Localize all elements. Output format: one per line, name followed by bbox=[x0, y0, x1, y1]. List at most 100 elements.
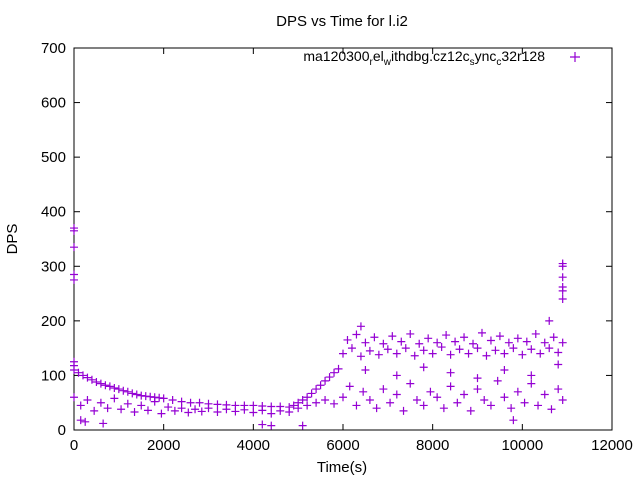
data-point bbox=[554, 385, 563, 394]
legend-label-part: s bbox=[470, 57, 475, 68]
data-point bbox=[70, 226, 78, 235]
data-point bbox=[70, 275, 78, 284]
data-point bbox=[482, 351, 491, 360]
data-point bbox=[361, 365, 370, 374]
data-point bbox=[469, 339, 478, 348]
data-point bbox=[545, 316, 554, 325]
legend-label-part: ithdbg.cz12c bbox=[391, 48, 470, 64]
data-point bbox=[451, 337, 460, 346]
data-point bbox=[74, 368, 83, 377]
data-point bbox=[464, 349, 473, 358]
data-point bbox=[531, 329, 540, 338]
data-point bbox=[558, 262, 567, 271]
data-point bbox=[426, 387, 435, 396]
data-point bbox=[495, 332, 504, 341]
data-point bbox=[159, 394, 168, 403]
data-point bbox=[276, 406, 285, 415]
data-point bbox=[267, 402, 276, 411]
data-point bbox=[370, 333, 379, 342]
data-point bbox=[558, 273, 567, 282]
y-tick-label: 200 bbox=[41, 313, 66, 330]
data-point bbox=[76, 416, 85, 425]
data-point bbox=[554, 348, 563, 357]
x-tick-label: 6000 bbox=[326, 437, 359, 454]
data-point bbox=[87, 375, 96, 384]
data-point bbox=[267, 409, 276, 418]
data-point bbox=[419, 363, 428, 372]
data-point bbox=[321, 376, 330, 385]
data-point bbox=[473, 344, 482, 353]
x-axis-label: Time(s) bbox=[317, 459, 367, 476]
data-point bbox=[549, 333, 558, 342]
legend-label-part: 32r128 bbox=[501, 48, 545, 64]
data-point bbox=[365, 346, 374, 355]
data-point bbox=[439, 404, 448, 413]
y-tick-label: 500 bbox=[41, 149, 66, 166]
data-point bbox=[527, 379, 536, 388]
data-point bbox=[70, 393, 78, 402]
data-point bbox=[477, 328, 486, 337]
data-point bbox=[507, 404, 516, 413]
data-point bbox=[446, 350, 455, 359]
data-point bbox=[90, 406, 99, 415]
series-points bbox=[70, 224, 567, 430]
data-point bbox=[509, 344, 518, 353]
y-tick-label: 600 bbox=[41, 95, 66, 112]
data-point bbox=[191, 405, 200, 414]
data-point bbox=[356, 322, 365, 331]
data-point bbox=[92, 377, 101, 386]
data-point bbox=[83, 373, 92, 382]
x-tick-label: 2000 bbox=[147, 437, 180, 454]
data-point bbox=[334, 364, 343, 373]
data-point bbox=[412, 395, 421, 404]
legend-label-part: r bbox=[370, 57, 374, 68]
data-point bbox=[132, 390, 141, 399]
data-point bbox=[330, 399, 339, 408]
data-point bbox=[78, 371, 87, 380]
data-point bbox=[110, 383, 119, 392]
data-point bbox=[76, 401, 85, 410]
y-axis-label: DPS bbox=[4, 224, 21, 255]
data-point bbox=[303, 401, 312, 410]
data-point bbox=[249, 408, 258, 417]
data-point bbox=[117, 405, 126, 414]
data-point bbox=[547, 405, 556, 414]
data-point bbox=[359, 387, 368, 396]
data-point bbox=[294, 404, 303, 413]
data-point bbox=[213, 400, 222, 409]
data-point bbox=[325, 373, 334, 382]
data-point bbox=[99, 419, 108, 428]
data-point bbox=[168, 395, 177, 404]
data-point bbox=[347, 344, 356, 353]
data-point bbox=[285, 407, 294, 416]
data-point bbox=[455, 345, 464, 354]
data-point bbox=[504, 338, 513, 347]
legend: ma120300relwithdbg.cz12csyncc32r128 bbox=[303, 48, 580, 68]
data-point bbox=[339, 393, 347, 402]
data-point bbox=[110, 394, 119, 403]
data-point bbox=[386, 398, 395, 407]
data-point bbox=[513, 387, 522, 396]
data-point bbox=[460, 333, 469, 342]
data-point bbox=[298, 421, 307, 430]
y-tick-label: 700 bbox=[41, 40, 66, 57]
data-point bbox=[130, 407, 139, 416]
data-point bbox=[119, 386, 128, 395]
data-point bbox=[473, 374, 482, 383]
data-point bbox=[307, 389, 316, 398]
data-point bbox=[213, 407, 222, 416]
data-point bbox=[518, 350, 527, 359]
y-tick-label: 100 bbox=[41, 367, 66, 384]
data-point bbox=[352, 401, 361, 410]
data-point bbox=[388, 332, 397, 341]
data-point bbox=[204, 404, 213, 413]
data-point bbox=[321, 395, 330, 404]
data-point bbox=[298, 395, 307, 404]
data-point bbox=[415, 339, 424, 348]
data-point bbox=[500, 393, 509, 402]
data-point bbox=[433, 338, 442, 347]
data-point bbox=[81, 417, 90, 426]
data-point bbox=[383, 345, 392, 354]
data-point bbox=[392, 390, 401, 399]
